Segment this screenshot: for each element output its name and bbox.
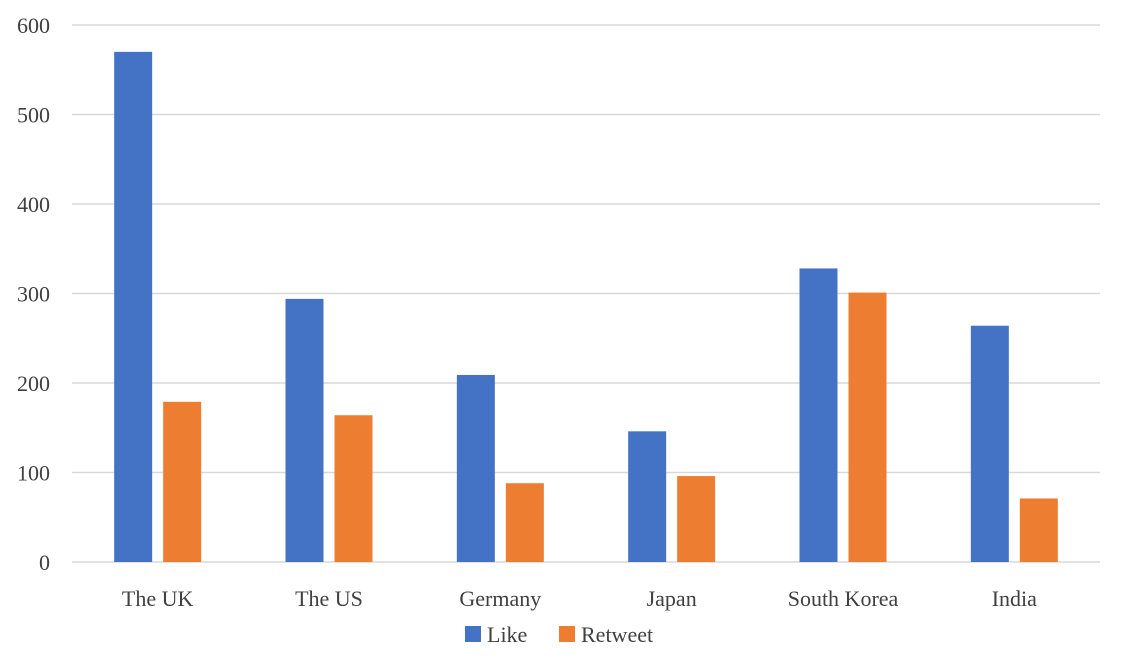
x-category-label: India: [992, 586, 1037, 611]
y-axis-ticks: 0 100 200 300 400 500 600: [17, 13, 50, 575]
bar-retweet-india: [1019, 498, 1058, 562]
y-tick-label: 100: [17, 461, 50, 486]
x-category-label: The UK: [122, 586, 194, 611]
x-category-label: South Korea: [788, 586, 899, 611]
legend-swatch-like: [465, 626, 481, 642]
bar-retweet-the-us: [334, 415, 373, 562]
bar-retweet-the-uk: [163, 401, 202, 562]
bar-retweet-south-korea: [848, 292, 887, 562]
bar-retweet-germany: [505, 483, 544, 562]
legend-label-like: Like: [487, 622, 527, 647]
bar-like-the-uk: [114, 51, 153, 562]
y-tick-label: 0: [39, 550, 50, 575]
y-tick-label: 400: [17, 192, 50, 217]
bar-like-germany: [456, 374, 495, 562]
bar-retweet-japan: [677, 476, 716, 562]
x-category-label: The US: [295, 586, 363, 611]
bar-like-the-us: [285, 298, 324, 562]
y-tick-label: 300: [17, 282, 50, 307]
bar-like-india: [970, 325, 1009, 562]
x-category-label: Japan: [647, 586, 697, 611]
legend-swatch-retweet: [559, 626, 575, 642]
gridlines: [72, 24, 1100, 563]
y-tick-label: 600: [17, 13, 50, 38]
legend: Like Retweet: [465, 622, 653, 647]
y-tick-label: 200: [17, 371, 50, 396]
bar-like-south-korea: [799, 268, 838, 562]
x-axis-categories: The UK The US Germany Japan South Korea India: [122, 586, 1037, 611]
x-category-label: Germany: [459, 586, 541, 611]
y-tick-label: 500: [17, 103, 50, 128]
bar-like-japan: [628, 431, 667, 562]
bars: [114, 51, 1058, 562]
legend-label-retweet: Retweet: [581, 622, 653, 647]
